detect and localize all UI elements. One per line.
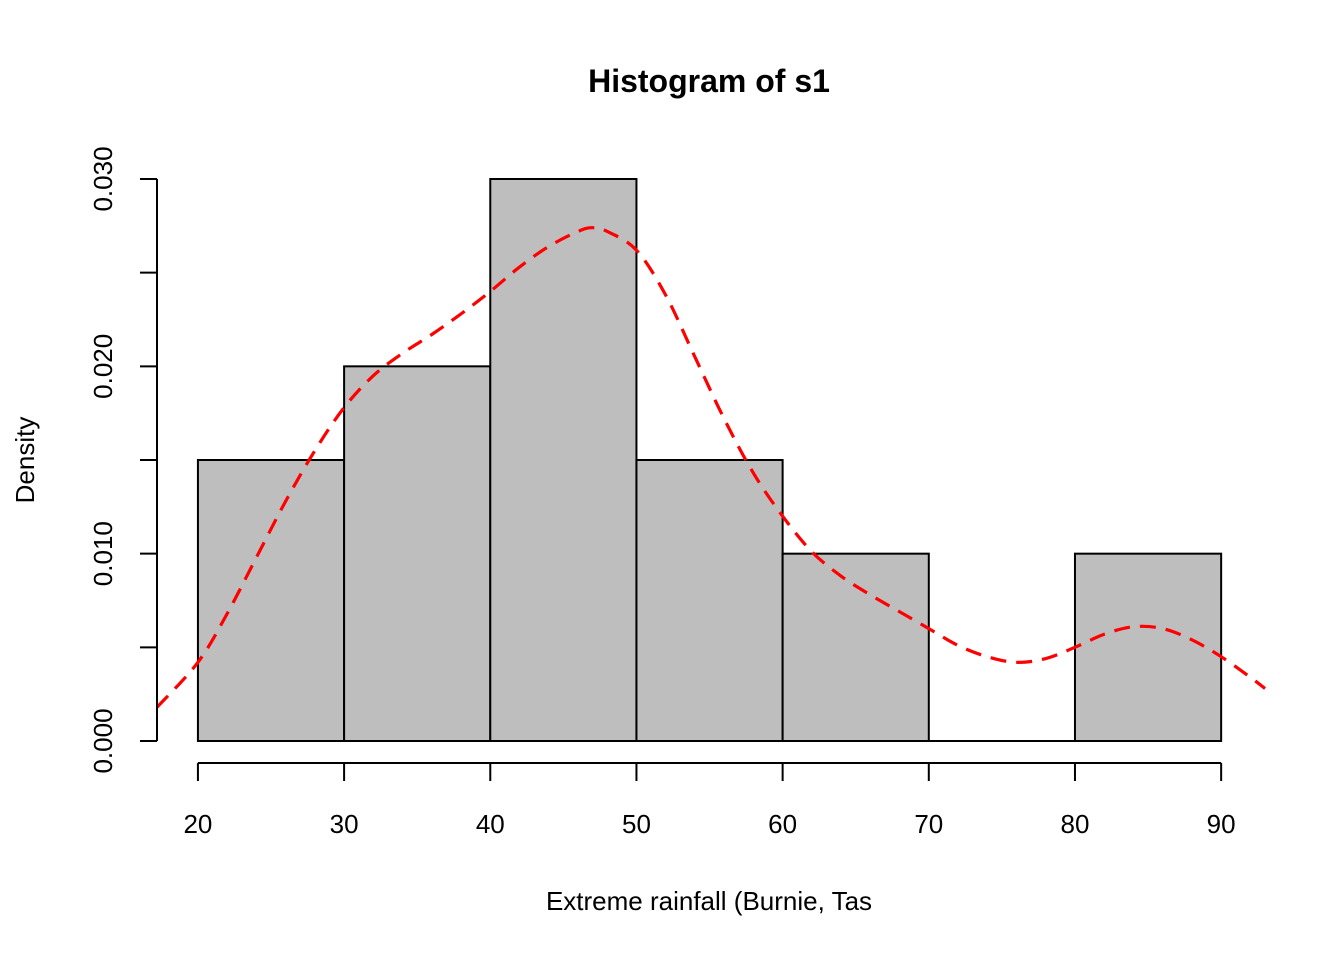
histogram-bar-0 bbox=[196, 459, 346, 742]
x-tick-label: 20 bbox=[183, 809, 212, 839]
x-axis-label: Extreme rainfall (Burnie, Tas bbox=[546, 886, 872, 916]
y-axis-label: Density bbox=[10, 417, 40, 504]
y-axis: 0.000 0.010 0.020 0.030 bbox=[88, 146, 158, 774]
y-tick-label: 0.030 bbox=[88, 146, 118, 211]
x-tick-label: 60 bbox=[768, 809, 797, 839]
histogram-bar-6 bbox=[1073, 552, 1223, 743]
histogram-bars bbox=[196, 178, 1223, 743]
x-tick-label: 40 bbox=[476, 809, 505, 839]
y-tick-label: 0.020 bbox=[88, 334, 118, 399]
x-tick-label: 70 bbox=[914, 809, 943, 839]
y-tick-label: 0.010 bbox=[88, 521, 118, 586]
chart-title: Histogram of s1 bbox=[588, 63, 830, 99]
density-curve-group bbox=[155, 226, 1266, 709]
x-tick-label: 50 bbox=[622, 809, 651, 839]
y-tick-label: 0.000 bbox=[88, 708, 118, 773]
density-curve bbox=[155, 226, 1266, 709]
histogram-bar-4 bbox=[781, 552, 930, 743]
x-tick-label: 30 bbox=[330, 809, 359, 839]
x-axis: 20 30 40 50 60 70 80 90 bbox=[183, 762, 1236, 839]
x-tick-label: 90 bbox=[1207, 809, 1236, 839]
histogram-bar-3 bbox=[635, 459, 784, 742]
histogram-bar-2 bbox=[489, 178, 638, 742]
x-tick-label: 80 bbox=[1061, 809, 1090, 839]
histogram-bar-1 bbox=[343, 365, 492, 742]
